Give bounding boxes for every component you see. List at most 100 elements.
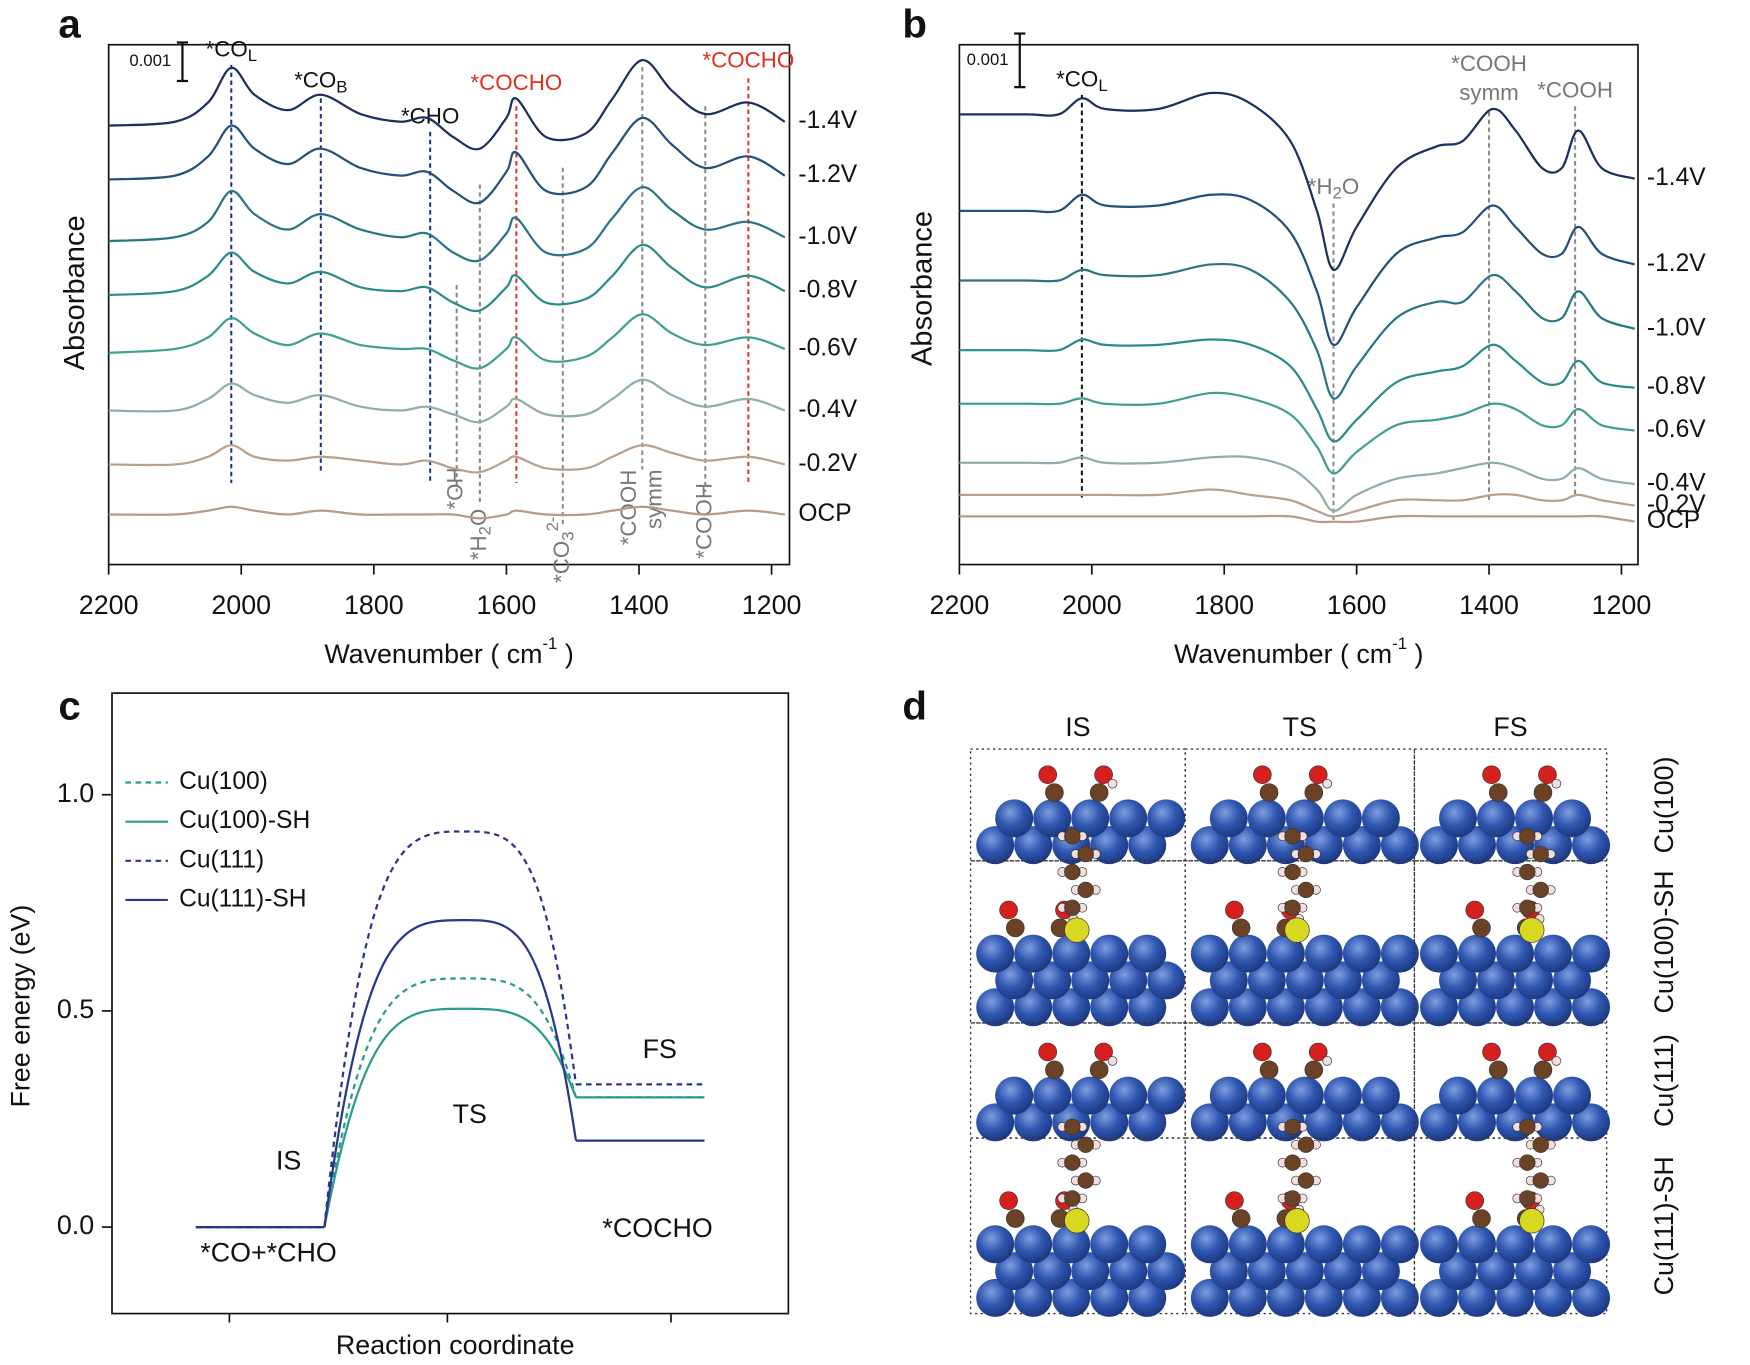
cu-atom xyxy=(1477,961,1516,1000)
series-label: OCP xyxy=(798,500,851,527)
cu-atom xyxy=(1190,1103,1229,1142)
cu-atom xyxy=(1515,1076,1554,1115)
x-tick-label: 2000 xyxy=(1062,590,1122,620)
c-atom xyxy=(1089,783,1109,802)
cu-atom xyxy=(1534,1225,1573,1264)
cu-atom xyxy=(1304,934,1343,973)
cu-atom xyxy=(1572,934,1611,973)
cu-atom xyxy=(1014,826,1053,865)
c-atom xyxy=(1045,1060,1064,1080)
cell-border xyxy=(1413,748,1608,862)
spectrum xyxy=(108,313,786,370)
y-tick-label: 0.0 xyxy=(57,1210,94,1240)
c-atom xyxy=(1077,845,1094,863)
cu-atom xyxy=(1515,799,1554,838)
y-axis-label: Absorbance xyxy=(59,215,91,370)
annotation-label: *H2O xyxy=(466,509,495,561)
annotation-label: *CO32- xyxy=(543,516,578,582)
c-atom xyxy=(1472,1209,1491,1228)
spectrum xyxy=(108,505,785,520)
x-tick-label: 1200 xyxy=(1592,590,1652,620)
y-axis-label: Absorbance xyxy=(906,211,938,366)
label-text: *COOH xyxy=(1451,51,1527,76)
species-label: *CO+*CHO xyxy=(200,1237,336,1267)
column-header: FS xyxy=(1493,712,1527,742)
c-atom xyxy=(1297,1136,1315,1153)
cu-atom xyxy=(1458,1103,1497,1142)
h-atom xyxy=(1322,778,1333,789)
cu-atom xyxy=(1247,1076,1286,1115)
scale-bar-label: 0.001 xyxy=(129,51,171,70)
s-atom xyxy=(1064,917,1090,943)
spectrum xyxy=(959,514,1635,524)
c-atom xyxy=(1284,899,1301,916)
cu-atom xyxy=(1572,988,1611,1027)
o-atom xyxy=(1465,1191,1485,1210)
c-atom xyxy=(1533,1060,1553,1080)
spectrum xyxy=(108,243,786,313)
annotation-label: *COOH xyxy=(691,483,716,559)
cu-atom xyxy=(976,1103,1015,1142)
cu-atom xyxy=(1014,1225,1053,1264)
cu-atom xyxy=(1014,988,1053,1027)
label-sub: L xyxy=(1098,77,1107,96)
series-label: -0.6V xyxy=(798,334,857,361)
c-atom xyxy=(1064,828,1081,845)
c-atom xyxy=(1519,1118,1536,1136)
cu-atom xyxy=(1109,1252,1148,1291)
o-atom xyxy=(1225,1191,1244,1210)
cu-atom xyxy=(1534,1103,1573,1142)
cu-atom xyxy=(1380,934,1419,973)
c-atom xyxy=(1064,1190,1081,1207)
c-atom xyxy=(1284,828,1301,845)
cu-atom xyxy=(1380,988,1419,1027)
c-atom xyxy=(1284,1154,1301,1171)
panel-label: d xyxy=(902,683,927,728)
c-atom xyxy=(1006,918,1025,938)
cu-atom xyxy=(1515,1252,1554,1291)
c-atom xyxy=(1006,1209,1025,1228)
o-atom xyxy=(1253,1042,1272,1062)
label-text: *OH xyxy=(443,467,468,509)
legend-label: Cu(100)-SH xyxy=(179,807,310,834)
cu-atom xyxy=(1342,1225,1381,1264)
cu-atom xyxy=(995,961,1034,1000)
cu-atom xyxy=(976,934,1015,973)
cu-atom xyxy=(1247,961,1286,1000)
cu-atom xyxy=(995,1252,1034,1291)
annotation-label: *COCHO xyxy=(702,47,794,72)
c-atom xyxy=(1532,881,1549,899)
cu-atom xyxy=(1419,826,1459,865)
plot-frame xyxy=(107,43,791,566)
c-atom xyxy=(1472,918,1491,938)
row-header: Cu(100) xyxy=(1649,756,1679,853)
x-axis-label-text: ) xyxy=(1407,639,1423,669)
cu-atom xyxy=(1438,961,1478,1000)
series-label: -0.6V xyxy=(1647,416,1706,443)
cu-atom xyxy=(1147,799,1186,838)
cu-atom xyxy=(1209,1076,1248,1115)
o-atom xyxy=(999,1191,1018,1210)
c-atom xyxy=(1488,1060,1508,1080)
x-axis-label-text: Wavenumber ( cm xyxy=(1174,639,1392,669)
x-axis-label: Wavenumber ( cm-1 ) xyxy=(1174,634,1423,669)
cu-atom xyxy=(1572,826,1611,865)
x-axis-label: Reaction coordinate xyxy=(336,1330,575,1360)
cu-atom xyxy=(1361,1252,1400,1291)
c-atom xyxy=(1077,881,1094,899)
cu-atom xyxy=(1228,988,1267,1027)
o-atom xyxy=(1038,765,1058,785)
legend-label: Cu(111)-SH xyxy=(179,885,306,912)
x-tick-label: 2200 xyxy=(79,590,139,620)
cu-atom xyxy=(1534,988,1573,1027)
c-atom xyxy=(1519,863,1536,881)
cu-atom xyxy=(1572,1278,1611,1317)
energy-barrier xyxy=(323,977,578,1228)
annotation-label: symm xyxy=(642,470,667,530)
legend-label: Cu(100) xyxy=(179,768,268,795)
cu-atom xyxy=(995,799,1034,838)
cu-atom xyxy=(1071,961,1110,1000)
x-tick-label: 2200 xyxy=(930,590,990,620)
spectrum xyxy=(959,391,1635,475)
cu-atom xyxy=(1534,934,1573,973)
